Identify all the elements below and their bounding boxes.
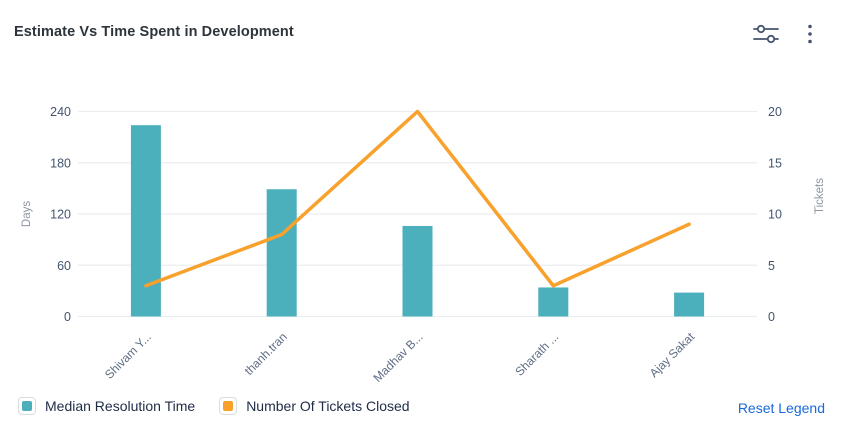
bar-median-resolution-time[interactable] xyxy=(538,287,569,317)
left-axis-tick: 120 xyxy=(50,208,71,222)
left-axis-tick: 0 xyxy=(64,310,71,324)
bar-median-resolution-time[interactable] xyxy=(266,189,297,317)
bar-median-resolution-time[interactable] xyxy=(130,125,161,317)
left-axis-tick: 180 xyxy=(50,156,71,170)
x-axis-category-label: Sharath ... xyxy=(512,330,561,379)
chart-legend: Median Resolution Time Number Of Tickets… xyxy=(18,397,410,415)
left-axis-name: Days xyxy=(21,201,33,227)
right-axis-tick: 20 xyxy=(768,105,782,119)
legend-swatch-line xyxy=(219,397,238,415)
right-axis-tick: 5 xyxy=(768,259,775,273)
bar-median-resolution-time[interactable] xyxy=(402,225,433,317)
legend-item-median-resolution-time[interactable]: Median Resolution Time xyxy=(18,397,195,415)
left-axis-tick: 240 xyxy=(50,105,71,119)
left-axis-tick: 60 xyxy=(57,259,71,273)
combo-chart: 0 60 120 180 240 0 5 10 15 20 Days Tickets Shivam Y.… xyxy=(21,105,826,385)
x-axis-category-label: Madhav B... xyxy=(370,330,425,385)
right-axis-tick: 0 xyxy=(768,310,775,324)
line-tickets-closed[interactable] xyxy=(144,109,691,288)
legend-item-tickets-closed[interactable]: Number Of Tickets Closed xyxy=(219,397,410,415)
header-toolbar xyxy=(753,22,823,46)
right-axis-tick: 10 xyxy=(768,208,782,222)
kebab-menu-icon[interactable] xyxy=(797,22,823,46)
x-axis-category-label: Shivam Y... xyxy=(102,330,154,382)
right-axis-tick: 15 xyxy=(768,156,782,170)
page-title: Estimate Vs Time Spent in Development xyxy=(14,24,294,40)
bar-median-resolution-time[interactable] xyxy=(674,292,705,317)
legend-label: Number Of Tickets Closed xyxy=(246,398,410,414)
x-axis-category-label: Ajay Sakat xyxy=(647,329,698,380)
legend-swatch-bar xyxy=(18,397,36,415)
reset-legend-link[interactable]: Reset Legend xyxy=(737,400,825,416)
legend-label: Median Resolution Time xyxy=(45,398,196,414)
x-axis-category-label: thanh.tran xyxy=(242,330,290,378)
right-axis-name: Tickets xyxy=(814,178,826,214)
sliders-icon[interactable] xyxy=(753,22,779,46)
